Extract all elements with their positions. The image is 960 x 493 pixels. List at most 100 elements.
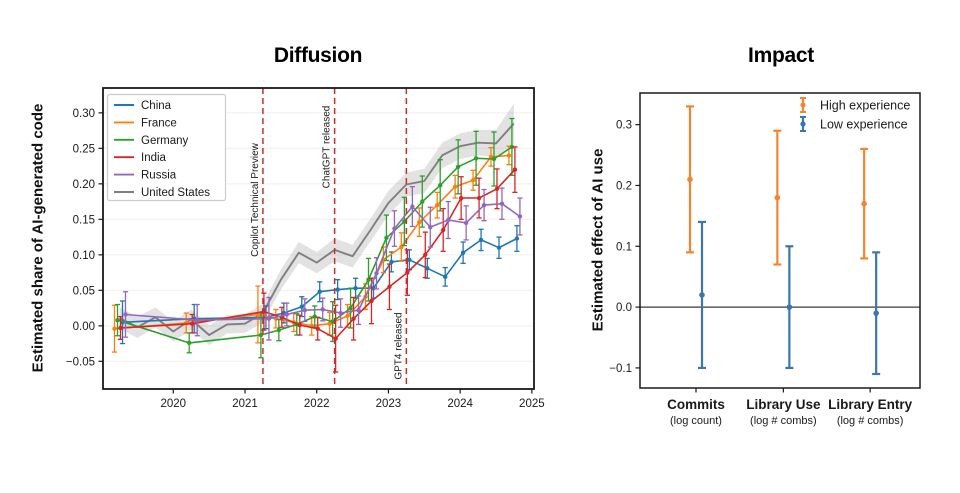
x-tick-label: 2025 bbox=[519, 398, 545, 410]
point-estimate-high-experience bbox=[687, 176, 693, 183]
series-marker-india bbox=[369, 298, 374, 304]
y-tick-label: 0.20 bbox=[73, 179, 95, 191]
series-marker-russia bbox=[266, 316, 272, 321]
category-sublabel: (log # combs) bbox=[837, 415, 904, 427]
legend-label: Russia bbox=[141, 170, 177, 182]
series-marker-germany bbox=[276, 327, 282, 333]
series-marker-india bbox=[297, 322, 302, 328]
impact-plot-frame bbox=[639, 92, 921, 389]
series-marker-germany bbox=[473, 156, 479, 161]
series-marker-india bbox=[118, 325, 123, 331]
series-marker-china bbox=[389, 259, 394, 265]
series-marker-russia bbox=[446, 217, 451, 223]
point-estimate-low-experience bbox=[873, 310, 879, 316]
series-marker-india bbox=[315, 326, 320, 331]
legend-label: Germany bbox=[141, 135, 189, 147]
category-label: Library Use bbox=[746, 397, 821, 412]
series-marker-france bbox=[506, 153, 512, 158]
series-marker-china bbox=[460, 250, 466, 255]
y-tick-label: 0.3 bbox=[616, 120, 632, 132]
point-estimate-high-experience bbox=[774, 194, 781, 201]
series-marker-france bbox=[112, 326, 117, 331]
series-marker-russia bbox=[338, 310, 343, 316]
category-label: Commits bbox=[667, 397, 725, 412]
series-marker-china bbox=[496, 245, 502, 250]
series-marker-russia bbox=[428, 224, 433, 230]
series-marker-china bbox=[335, 287, 340, 292]
series-marker-india bbox=[476, 195, 482, 201]
series-marker-russia bbox=[517, 214, 523, 219]
series-marker-france bbox=[435, 202, 440, 208]
series-marker-china bbox=[299, 304, 304, 309]
series-marker-germany bbox=[509, 144, 515, 150]
series-marker-russia bbox=[374, 271, 379, 276]
legend-label: High experience bbox=[820, 99, 910, 113]
series-marker-germany bbox=[187, 340, 192, 346]
series-marker-russia bbox=[123, 312, 128, 317]
legend-glyph-dot bbox=[800, 102, 806, 108]
series-marker-china bbox=[407, 257, 412, 262]
series-marker-russia bbox=[195, 317, 200, 323]
series-marker-germany bbox=[115, 317, 120, 323]
category-label: Library Entry bbox=[828, 397, 913, 412]
diffusion-plot-frame bbox=[102, 87, 535, 390]
series-marker-germany bbox=[330, 319, 335, 324]
series-marker-india bbox=[423, 252, 428, 258]
series-marker-russia bbox=[320, 307, 325, 312]
y-tick-label: 0.1 bbox=[616, 241, 632, 253]
series-marker-china bbox=[478, 237, 484, 243]
series-marker-russia bbox=[463, 220, 469, 226]
series-marker-russia bbox=[392, 226, 397, 231]
series-marker-russia bbox=[302, 308, 307, 313]
series-marker-india bbox=[190, 321, 195, 326]
series-marker-india bbox=[458, 195, 464, 201]
series-marker-india bbox=[387, 284, 392, 289]
y-tick-label: 0.0 bbox=[616, 302, 632, 314]
y-tick-label: 0.2 bbox=[616, 180, 632, 192]
series-marker-china bbox=[425, 266, 430, 271]
series-marker-germany bbox=[402, 219, 407, 224]
series-marker-china bbox=[353, 285, 358, 291]
y-tick-label: −0.1 bbox=[609, 363, 632, 375]
series-marker-france bbox=[470, 178, 476, 183]
series-marker-germany bbox=[384, 235, 389, 240]
series-marker-germany bbox=[258, 332, 264, 338]
series-marker-france bbox=[345, 313, 350, 319]
y-tick-label: −0.05 bbox=[66, 356, 95, 368]
x-tick-label: 2024 bbox=[447, 398, 473, 410]
point-estimate-low-experience bbox=[699, 292, 705, 298]
category-sublabel: (log # combs) bbox=[750, 415, 817, 427]
point-estimate-high-experience bbox=[861, 200, 867, 207]
event-label: Copilot Technical Preview bbox=[250, 142, 261, 257]
y-tick-label: 0.10 bbox=[73, 250, 95, 262]
series-marker-india bbox=[351, 316, 356, 321]
y-tick-label: 0.15 bbox=[73, 214, 95, 226]
x-tick-label: 2021 bbox=[232, 398, 258, 410]
legend-label: United States bbox=[141, 187, 210, 199]
event-label: ChatGPT released bbox=[322, 106, 333, 189]
legend-label: China bbox=[141, 100, 172, 112]
legend-label: France bbox=[141, 117, 177, 129]
series-marker-china bbox=[514, 236, 520, 241]
series-marker-india bbox=[441, 227, 446, 233]
series-marker-germany bbox=[420, 199, 425, 204]
y-tick-label: 0.00 bbox=[73, 321, 95, 333]
y-tick-label: 0.05 bbox=[73, 285, 95, 297]
series-marker-russia bbox=[481, 202, 487, 208]
legend-label: Low experience bbox=[820, 118, 908, 132]
series-marker-germany bbox=[438, 183, 443, 188]
point-estimate-low-experience bbox=[786, 304, 793, 310]
legend-glyph-dot bbox=[800, 121, 806, 127]
series-marker-russia bbox=[499, 201, 505, 206]
series-marker-france bbox=[417, 219, 422, 225]
series-marker-france bbox=[452, 184, 458, 189]
x-tick-label: 2022 bbox=[304, 398, 330, 410]
series-marker-russia bbox=[410, 204, 415, 209]
y-tick-label: 0.25 bbox=[73, 143, 95, 155]
series-marker-india bbox=[494, 186, 500, 192]
series-marker-russia bbox=[356, 308, 361, 313]
x-tick-label: 2020 bbox=[160, 398, 186, 410]
series-marker-germany bbox=[348, 305, 353, 311]
legend-label: India bbox=[141, 152, 167, 164]
